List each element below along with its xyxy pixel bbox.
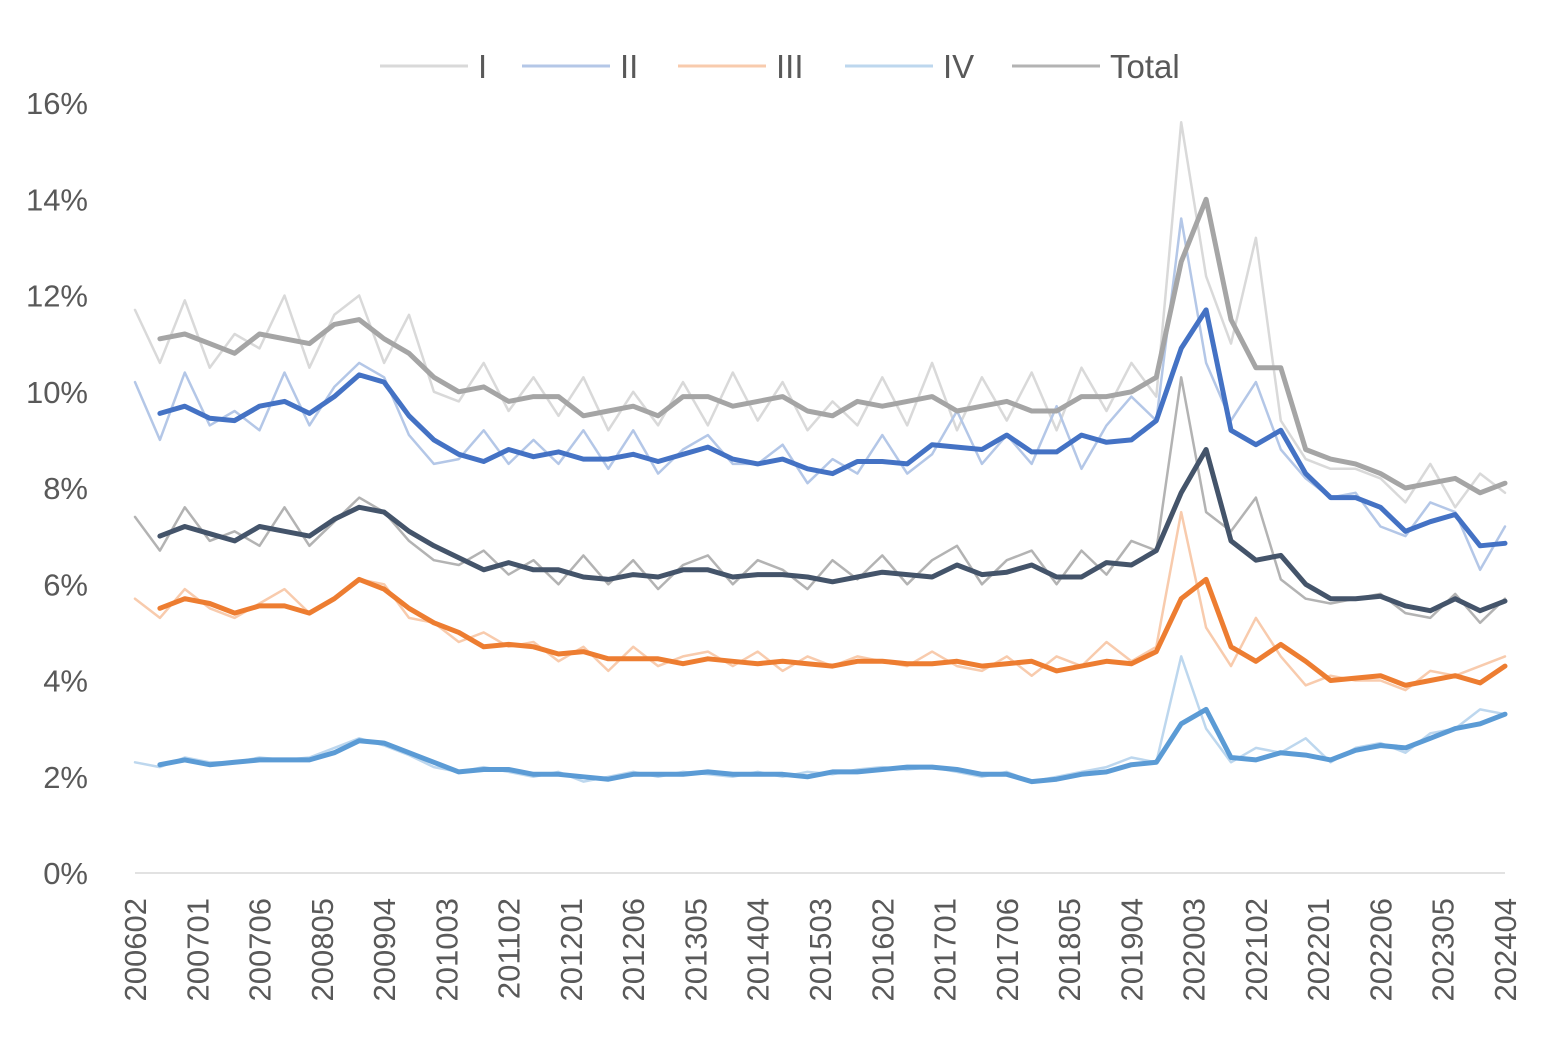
y-tick-label: 12% — [26, 279, 88, 314]
legend-label: Total — [1110, 48, 1180, 85]
x-tick-label: 201201 — [554, 898, 589, 1001]
x-tick-label: 201404 — [741, 898, 776, 1001]
x-tick-label: 201701 — [928, 898, 963, 1001]
legend-item: I — [380, 48, 487, 85]
legend-label: IV — [943, 48, 974, 85]
legend-label: II — [620, 48, 638, 85]
series-line-iv-smoothed — [157, 706, 1508, 785]
x-tick-label: 201206 — [616, 898, 651, 1001]
series-line-total-smoothed — [157, 447, 1508, 614]
y-tick-label: 6% — [43, 567, 88, 602]
x-tick-label: 201706 — [990, 898, 1025, 1001]
series-line-i-smoothed — [157, 196, 1508, 496]
x-tick-label: 201805 — [1052, 898, 1087, 1001]
series-line-total — [133, 376, 1507, 625]
series-line-iv — [133, 655, 1507, 783]
y-tick-label: 16% — [26, 86, 88, 121]
x-tick-label: 201003 — [429, 898, 464, 1001]
x-tick-label: 200904 — [367, 898, 402, 1001]
x-tick-label: 201904 — [1114, 898, 1149, 1001]
x-tick-label: 200706 — [243, 898, 278, 1001]
series-line-i — [133, 121, 1507, 509]
x-tick-label: 202102 — [1239, 898, 1274, 1001]
legend-item: III — [678, 48, 804, 85]
x-tick-label: 201503 — [803, 898, 838, 1001]
y-tick-label: 0% — [43, 856, 88, 891]
x-tick-label: 202201 — [1301, 898, 1336, 1001]
x-tick-label: 200805 — [305, 898, 340, 1001]
series-line-ii-smoothed — [157, 307, 1508, 549]
y-tick-label: 14% — [26, 182, 88, 217]
y-tick-label: 2% — [43, 760, 88, 795]
legend-item: II — [522, 48, 638, 85]
x-tick-label: 202003 — [1177, 898, 1212, 1001]
legend-label: I — [478, 48, 487, 85]
x-axis: 200602 200701 200706 200805 200904 201003 2011… — [118, 898, 1523, 1001]
y-tick-label: 10% — [26, 375, 88, 410]
y-tick-label: 4% — [43, 664, 88, 699]
legend-label: III — [776, 48, 804, 85]
x-tick-label: 202206 — [1363, 898, 1398, 1001]
x-tick-label: 200602 — [118, 898, 153, 1001]
series-group — [133, 121, 1508, 785]
x-tick-label: 200701 — [180, 898, 215, 1001]
series-line-iii-smoothed — [157, 576, 1508, 688]
legend-item: IV — [845, 48, 974, 85]
y-tick-label: 8% — [43, 471, 88, 506]
x-tick-label: 201102 — [492, 898, 527, 999]
legend-item: Total — [1012, 48, 1180, 85]
x-tick-label: 201305 — [678, 898, 713, 1001]
x-tick-label: 202305 — [1426, 898, 1461, 1001]
x-tick-label: 202404 — [1488, 898, 1523, 1001]
x-tick-label: 201602 — [865, 898, 900, 1001]
legend: I II III IV Total — [380, 48, 1180, 85]
y-axis: 0% 2% 4% 6% 8% 10% 12% 14% 16% — [26, 86, 88, 891]
